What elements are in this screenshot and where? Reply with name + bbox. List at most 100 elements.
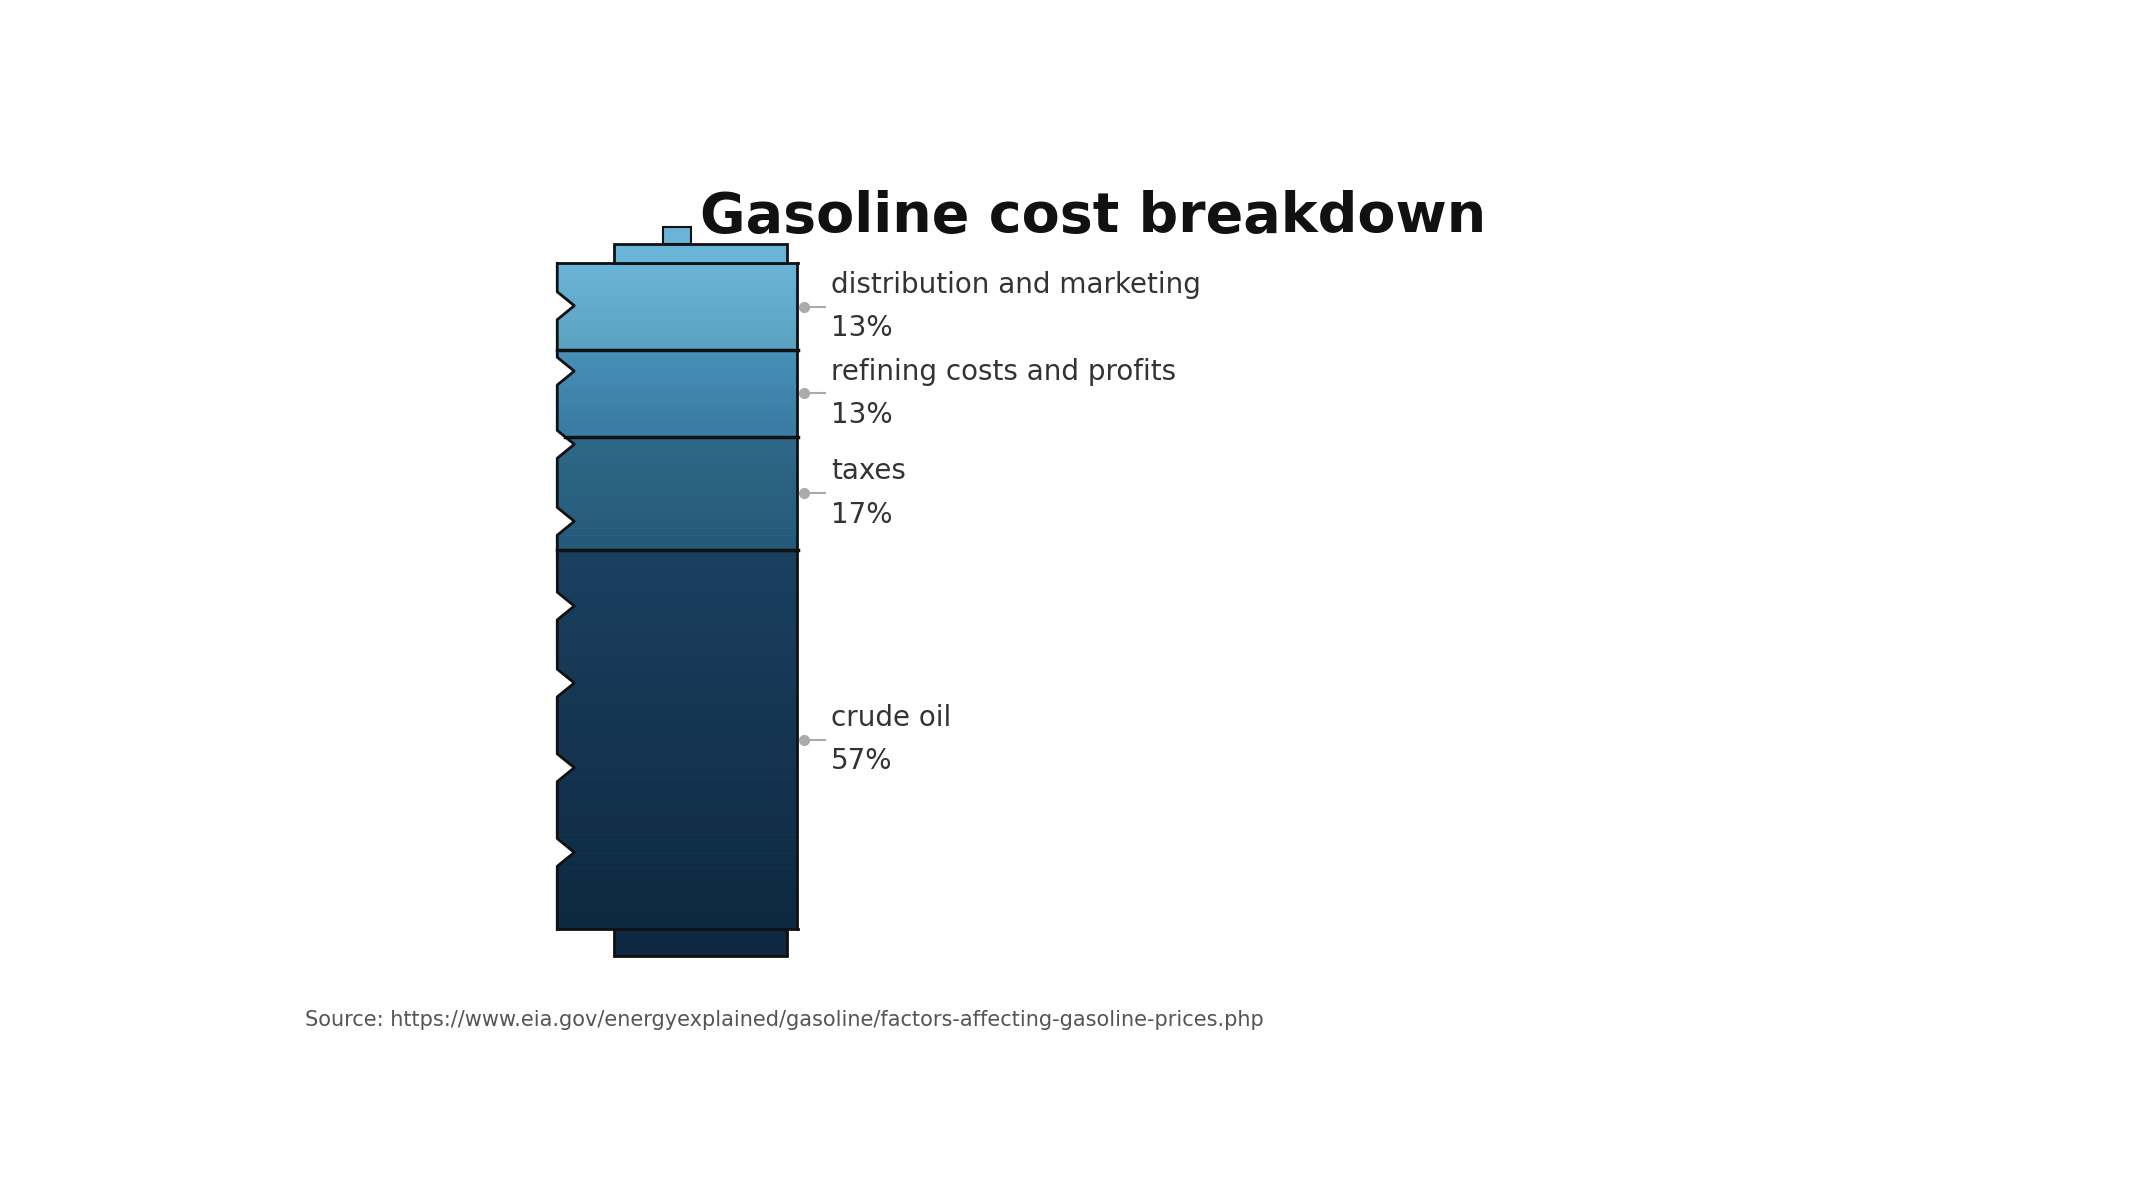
Polygon shape [561,530,798,532]
Polygon shape [557,504,798,506]
Polygon shape [557,461,798,462]
Polygon shape [570,440,798,442]
Polygon shape [557,725,798,730]
Polygon shape [570,848,798,853]
Polygon shape [557,554,798,559]
Polygon shape [572,442,798,444]
Polygon shape [557,734,798,739]
Polygon shape [557,901,798,906]
Polygon shape [557,493,798,494]
Polygon shape [570,602,798,607]
Polygon shape [557,550,798,554]
Polygon shape [559,533,798,534]
Text: taxes: taxes [832,457,907,486]
Polygon shape [567,448,798,449]
Polygon shape [557,654,798,659]
Polygon shape [557,640,798,644]
Polygon shape [557,920,798,925]
Polygon shape [557,664,798,668]
Polygon shape [557,916,798,920]
Polygon shape [557,544,798,546]
Polygon shape [557,469,798,470]
Polygon shape [557,470,798,472]
Polygon shape [557,578,798,583]
Polygon shape [557,744,798,749]
Polygon shape [557,487,798,488]
Polygon shape [563,844,798,848]
Polygon shape [557,702,798,707]
Polygon shape [567,438,798,439]
Polygon shape [561,510,798,511]
Polygon shape [559,509,798,510]
Polygon shape [557,485,798,486]
Polygon shape [557,550,798,929]
Polygon shape [557,547,798,548]
Polygon shape [557,593,798,598]
Text: crude oil: crude oil [832,704,951,732]
Polygon shape [557,540,798,541]
Polygon shape [557,480,798,482]
Polygon shape [557,564,798,569]
Polygon shape [557,350,798,437]
Text: Gasoline cost breakdown: Gasoline cost breakdown [700,190,1487,245]
Polygon shape [557,730,798,734]
Polygon shape [563,452,798,454]
Polygon shape [557,494,798,496]
Polygon shape [557,692,798,697]
Polygon shape [557,475,798,476]
Polygon shape [561,858,798,863]
Polygon shape [557,668,798,673]
Polygon shape [557,460,798,461]
Polygon shape [557,644,798,649]
Polygon shape [557,739,798,744]
Polygon shape [565,451,798,452]
Polygon shape [557,630,798,635]
Polygon shape [557,559,798,564]
Polygon shape [557,546,798,547]
Polygon shape [557,906,798,911]
Polygon shape [557,834,798,839]
Polygon shape [557,535,798,538]
Polygon shape [557,782,798,787]
Polygon shape [557,824,798,829]
Polygon shape [563,758,798,763]
Polygon shape [557,887,798,892]
Polygon shape [557,625,798,630]
Polygon shape [557,496,798,497]
Polygon shape [557,503,798,504]
Polygon shape [567,449,798,451]
Polygon shape [557,806,798,811]
Polygon shape [557,588,798,593]
Polygon shape [557,583,798,588]
Text: 13%: 13% [832,314,892,342]
Polygon shape [557,502,798,503]
Polygon shape [557,548,798,550]
Polygon shape [614,244,787,263]
Polygon shape [557,821,798,824]
Polygon shape [557,811,798,816]
Polygon shape [561,454,798,455]
Polygon shape [557,574,798,578]
Polygon shape [557,457,798,460]
Polygon shape [557,482,798,484]
Polygon shape [557,659,798,664]
Polygon shape [559,839,798,844]
Polygon shape [557,925,798,929]
Polygon shape [563,773,798,778]
Polygon shape [557,462,798,463]
Polygon shape [565,515,798,516]
Polygon shape [557,491,798,492]
Polygon shape [557,569,798,574]
Polygon shape [557,707,798,712]
Polygon shape [557,868,798,872]
Polygon shape [557,479,798,480]
Polygon shape [557,476,798,478]
Polygon shape [557,263,798,349]
Polygon shape [663,227,691,244]
Polygon shape [557,892,798,896]
Polygon shape [559,455,798,456]
Polygon shape [557,797,798,802]
Polygon shape [614,929,787,956]
Polygon shape [557,486,798,487]
Polygon shape [557,468,798,469]
